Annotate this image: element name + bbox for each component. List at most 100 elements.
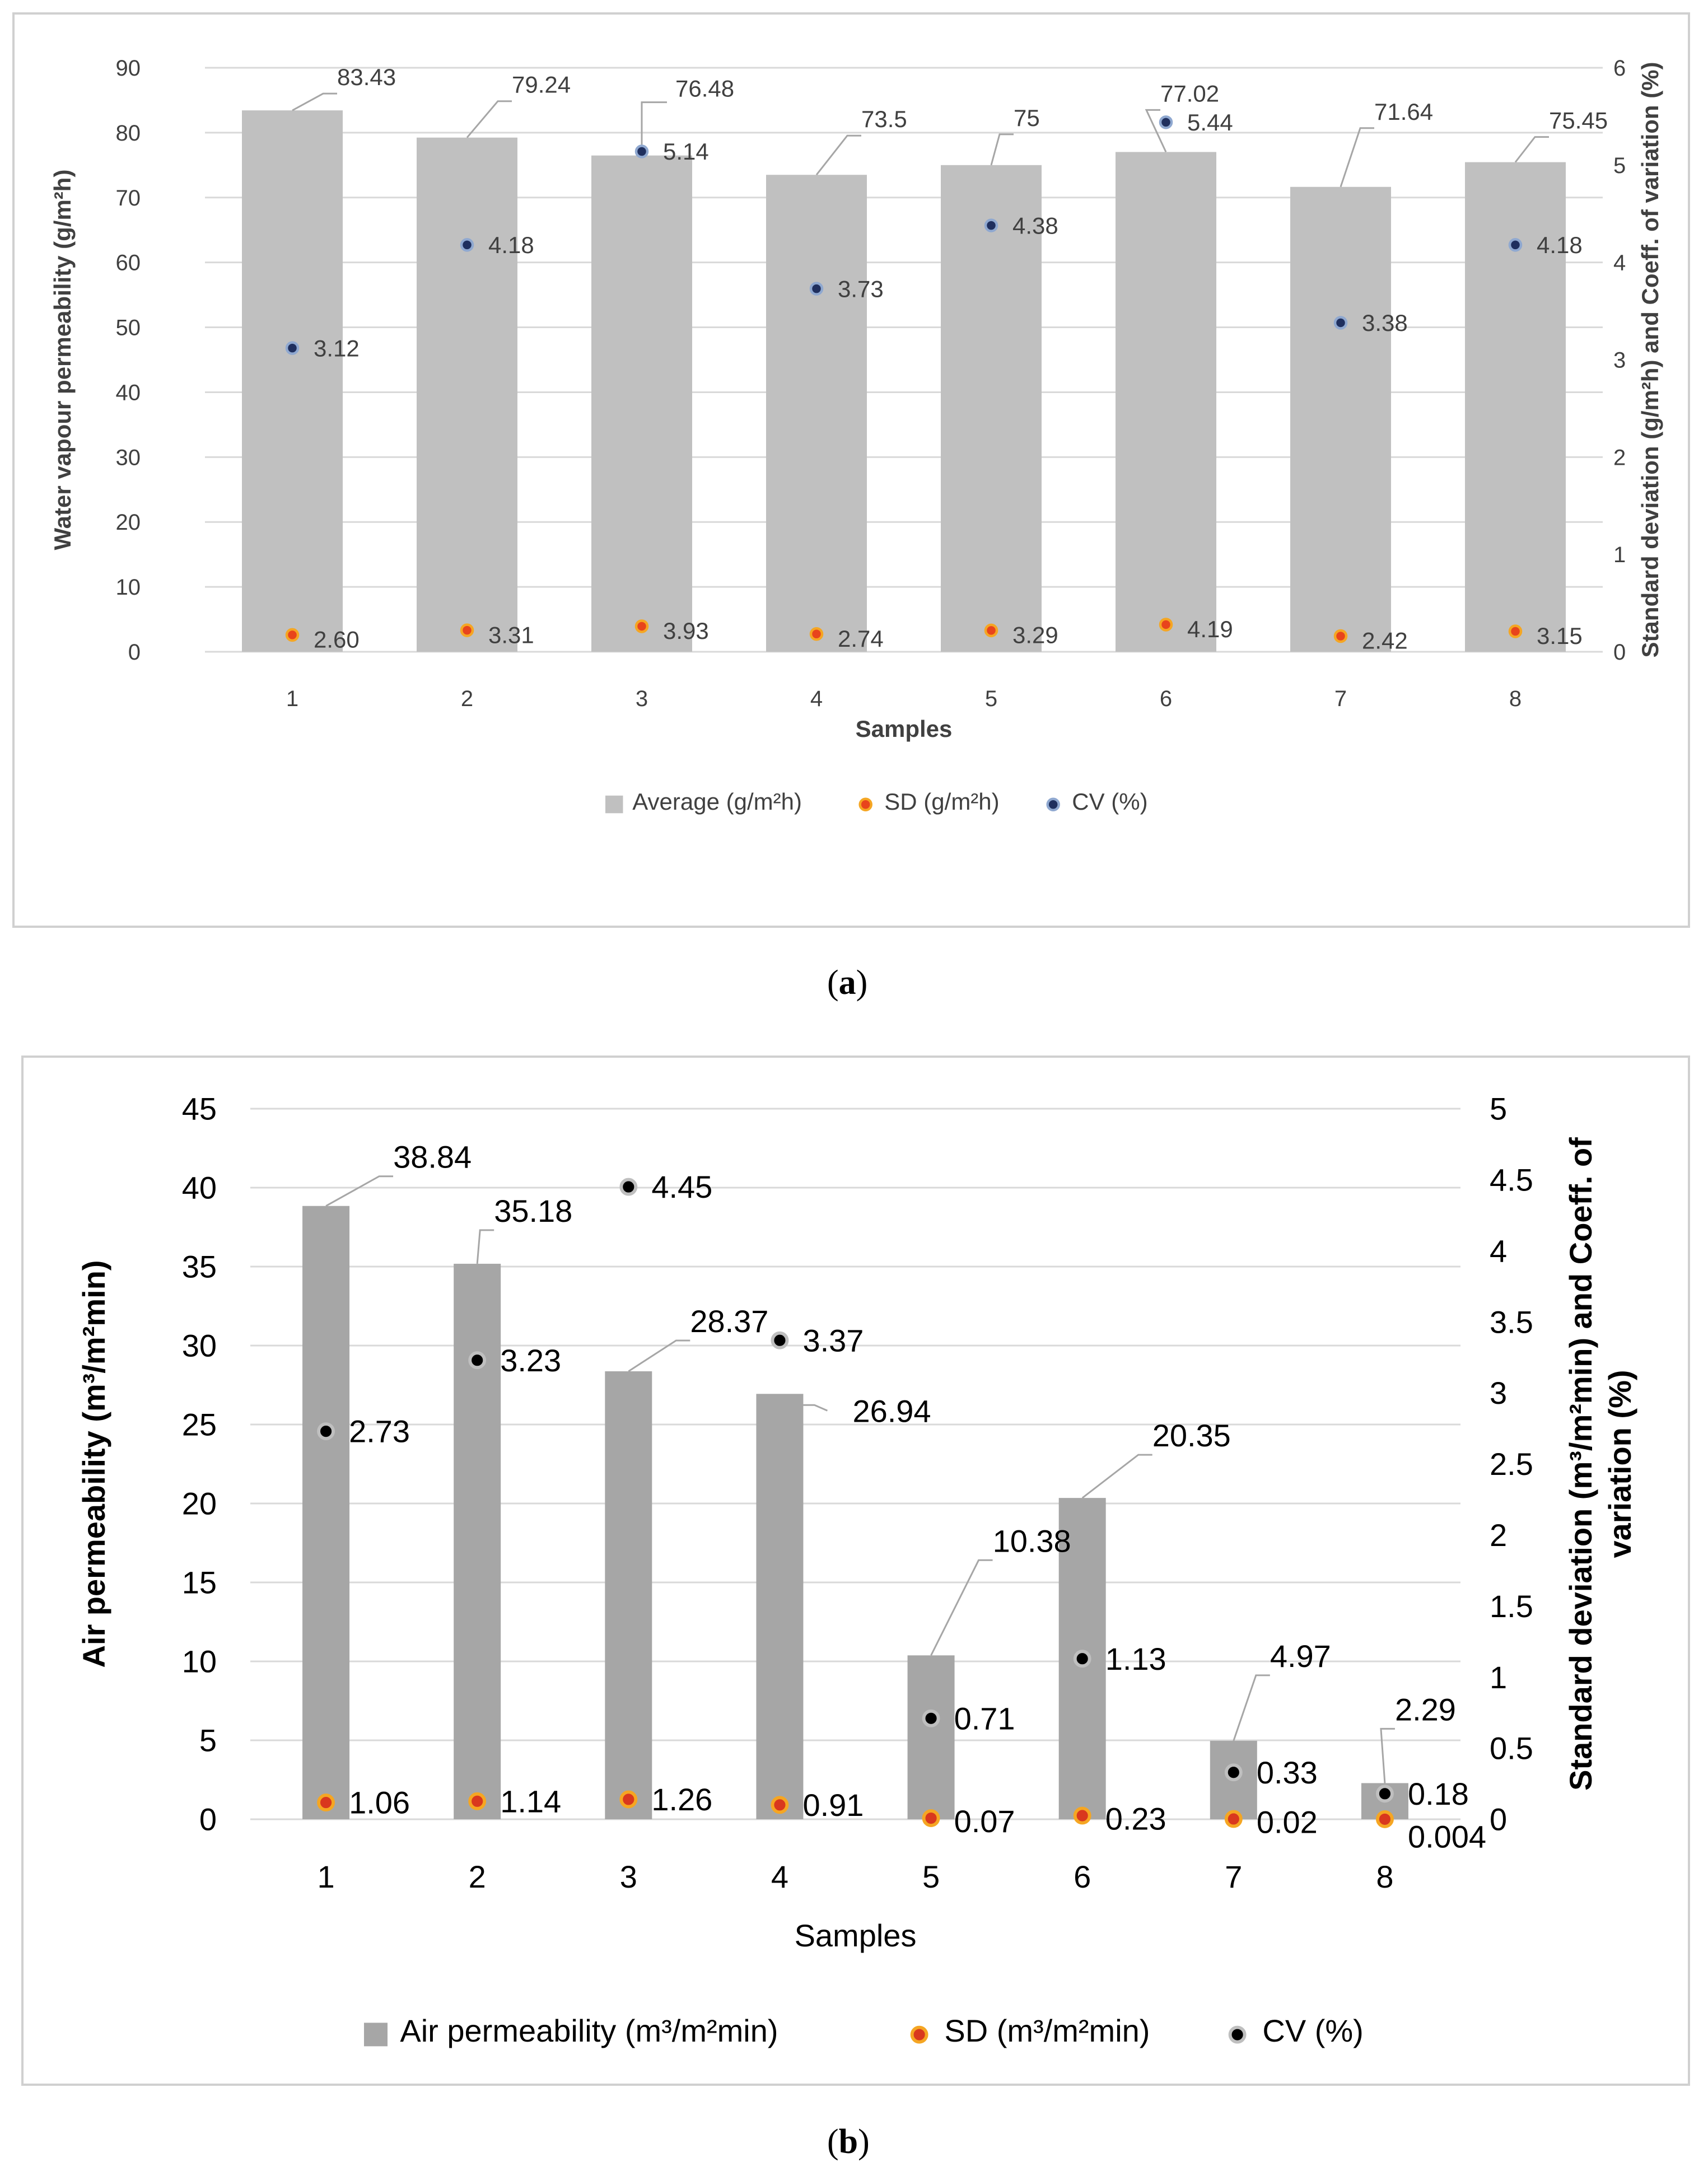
y-right-tick-label: 6 — [1613, 56, 1626, 81]
leader-line — [990, 133, 1014, 166]
cv-data-label: 0.71 — [954, 1701, 1015, 1736]
sd-point — [809, 627, 824, 641]
sd-data-label: 0.23 — [1105, 1801, 1166, 1837]
cv-point — [460, 238, 474, 252]
leader-line — [628, 1339, 690, 1372]
sd-data-label: 0.07 — [954, 1804, 1015, 1839]
leader-line — [476, 1229, 494, 1264]
cv-data-label: 3.23 — [500, 1343, 561, 1378]
y-right-tick-label: 3.5 — [1490, 1304, 1533, 1339]
caption-b: (b) — [827, 2123, 870, 2161]
caption-b-letter: b — [838, 2123, 858, 2161]
chart-b-svg: 05101520253035404500.511.522.533.544.553… — [76, 1091, 1637, 2048]
bar-data-label: 83.43 — [337, 64, 396, 90]
y-right-tick-label: 0.5 — [1490, 1731, 1533, 1766]
y-right-axis-title-line2: variation (%) — [1602, 1370, 1637, 1558]
y-right-axis-title-line1: Standard deviation (m³/m²min) and Coeff.… — [1563, 1137, 1598, 1791]
cv-point — [771, 1331, 789, 1349]
cv-data-label: 0.18 — [1408, 1776, 1469, 1811]
leader-line — [930, 1559, 993, 1656]
cv-point — [317, 1422, 335, 1441]
x-axis-title: Samples — [795, 1918, 917, 1953]
y-tick-label: 0 — [128, 640, 141, 665]
x-tick-label: 8 — [1376, 1859, 1393, 1894]
x-axis-title: Samples — [856, 716, 953, 742]
leader-line — [803, 1404, 828, 1412]
y-right-tick-label: 4 — [1613, 251, 1626, 275]
y-tick-label: 20 — [116, 510, 141, 535]
y-right-tick-label: 1 — [1490, 1660, 1507, 1695]
y-right-tick-label: 4 — [1490, 1233, 1507, 1268]
y-tick-label: 40 — [116, 380, 141, 405]
leader-line — [815, 134, 861, 176]
bar-data-label: 77.02 — [1160, 80, 1219, 106]
y-right-tick-label: 2 — [1490, 1517, 1507, 1553]
sd-point — [922, 1809, 940, 1827]
bar — [302, 1206, 350, 1819]
sd-data-label: 2.74 — [838, 625, 884, 652]
y-tick-label: 0 — [199, 1802, 217, 1837]
leader-line — [1380, 1727, 1395, 1783]
x-tick-label: 2 — [469, 1859, 486, 1894]
x-tick-label: 5 — [922, 1859, 940, 1894]
chart-panel-a: 0 10 20 30 40 50 60 70 80 90 0 1 2 3 4 5 6 83.43 79.24 76.4… — [12, 12, 1690, 928]
cv-data-label: 4.18 — [488, 232, 534, 258]
sd-data-label: 3.29 — [1012, 622, 1058, 648]
cv-data-label: 1.13 — [1105, 1641, 1166, 1676]
bar — [417, 137, 517, 652]
x-tick-label: 7 — [1334, 686, 1347, 711]
x-tick-label: 4 — [810, 686, 823, 711]
cv-data-label: 5.14 — [663, 138, 709, 165]
cv-point — [285, 341, 300, 355]
bar — [766, 175, 867, 652]
legend-swatch-dot — [858, 797, 872, 812]
legend-label: Air permeability (m³/m²min) — [400, 2013, 778, 2048]
cv-point — [619, 1178, 638, 1196]
x-tick-label: 2 — [461, 686, 473, 711]
y-tick-label: 80 — [116, 121, 141, 146]
x-tick-label: 1 — [286, 686, 298, 711]
legend-label: Average (g/m²h) — [632, 788, 802, 815]
x-tick-label: 5 — [985, 686, 997, 711]
cv-point — [468, 1351, 487, 1370]
sd-point — [460, 623, 474, 637]
y-tick-label: 45 — [182, 1091, 217, 1127]
x-tick-label: 4 — [771, 1859, 788, 1894]
sd-data-label: 1.26 — [651, 1782, 712, 1817]
y-tick-label: 25 — [182, 1407, 217, 1442]
bar-data-label: 79.24 — [512, 72, 571, 98]
cv-data-label: 3.38 — [1362, 310, 1408, 336]
x-tick-label: 8 — [1509, 686, 1522, 711]
y-right-tick-label: 3 — [1613, 348, 1626, 373]
cv-data-label: 4.18 — [1537, 232, 1583, 258]
sd-point — [771, 1796, 789, 1814]
y-tick-label: 70 — [116, 186, 141, 211]
y-tick-label: 50 — [116, 316, 141, 340]
y-right-tick-label: 5 — [1490, 1091, 1507, 1127]
y-tick-label: 20 — [182, 1486, 217, 1521]
y-right-tick-label: 1.5 — [1490, 1589, 1533, 1624]
y-right-axis-title: Standard deviation (g/m²h) and Coeff. of… — [1637, 62, 1663, 657]
sd-data-label: 3.31 — [488, 622, 534, 648]
legend-swatch-bar — [605, 795, 623, 814]
bar — [756, 1394, 804, 1819]
bar — [1290, 186, 1391, 652]
cv-data-label: 5.44 — [1187, 109, 1233, 136]
leader-line — [325, 1175, 394, 1207]
sd-point — [1333, 629, 1348, 643]
y-right-tick-label: 1 — [1613, 543, 1626, 567]
y-right-tick-label: 0 — [1613, 640, 1626, 665]
bar-data-label: 71.64 — [1374, 99, 1433, 125]
bar-data-label: 75.45 — [1549, 108, 1608, 134]
cv-data-label: 0.33 — [1257, 1755, 1318, 1790]
y-right-tick-label: 0 — [1490, 1802, 1507, 1837]
cv-point — [1224, 1763, 1243, 1782]
legend-label: CV (%) — [1262, 2013, 1363, 2048]
bar-data-label: 26.94 — [852, 1393, 931, 1428]
x-tick-label: 6 — [1074, 1859, 1091, 1894]
sd-point — [1073, 1806, 1091, 1825]
sd-data-label: 2.42 — [1362, 628, 1408, 654]
sd-point — [1376, 1810, 1394, 1828]
x-tick-label: 3 — [636, 686, 648, 711]
leader-line — [1340, 127, 1374, 188]
